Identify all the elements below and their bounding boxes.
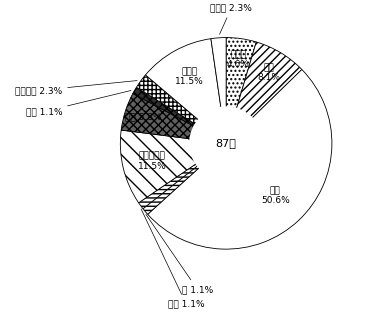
Text: 無回答 2.3%: 無回答 2.3%: [210, 3, 252, 34]
Text: 父親
8.1%: 父親 8.1%: [257, 63, 280, 82]
Text: その他
11.5%: その他 11.5%: [175, 67, 204, 86]
Text: 施設職員 2.3%: 施設職員 2.3%: [15, 80, 137, 95]
Text: その他家族
11.5%: その他家族 11.5%: [138, 151, 166, 171]
Text: 娘 1.1%: 娘 1.1%: [146, 214, 213, 294]
Wedge shape: [121, 94, 226, 143]
Text: 親戚 5.8%: 親戚 5.8%: [125, 113, 162, 121]
Text: 配偶者
4.6%: 配偶者 4.6%: [227, 50, 250, 69]
Wedge shape: [139, 143, 226, 209]
Text: 母親
50.6%: 母親 50.6%: [261, 186, 290, 206]
Wedge shape: [120, 130, 226, 203]
Wedge shape: [133, 87, 226, 143]
Wedge shape: [211, 38, 226, 143]
Wedge shape: [226, 38, 256, 143]
Wedge shape: [146, 39, 226, 143]
Text: 友人 1.1%: 友人 1.1%: [26, 90, 131, 116]
Wedge shape: [143, 143, 226, 214]
Wedge shape: [226, 42, 302, 143]
Text: 87人: 87人: [216, 138, 237, 148]
Wedge shape: [148, 69, 332, 249]
Wedge shape: [136, 75, 226, 143]
Text: 息子 1.1%: 息子 1.1%: [141, 209, 205, 309]
Circle shape: [189, 106, 263, 180]
